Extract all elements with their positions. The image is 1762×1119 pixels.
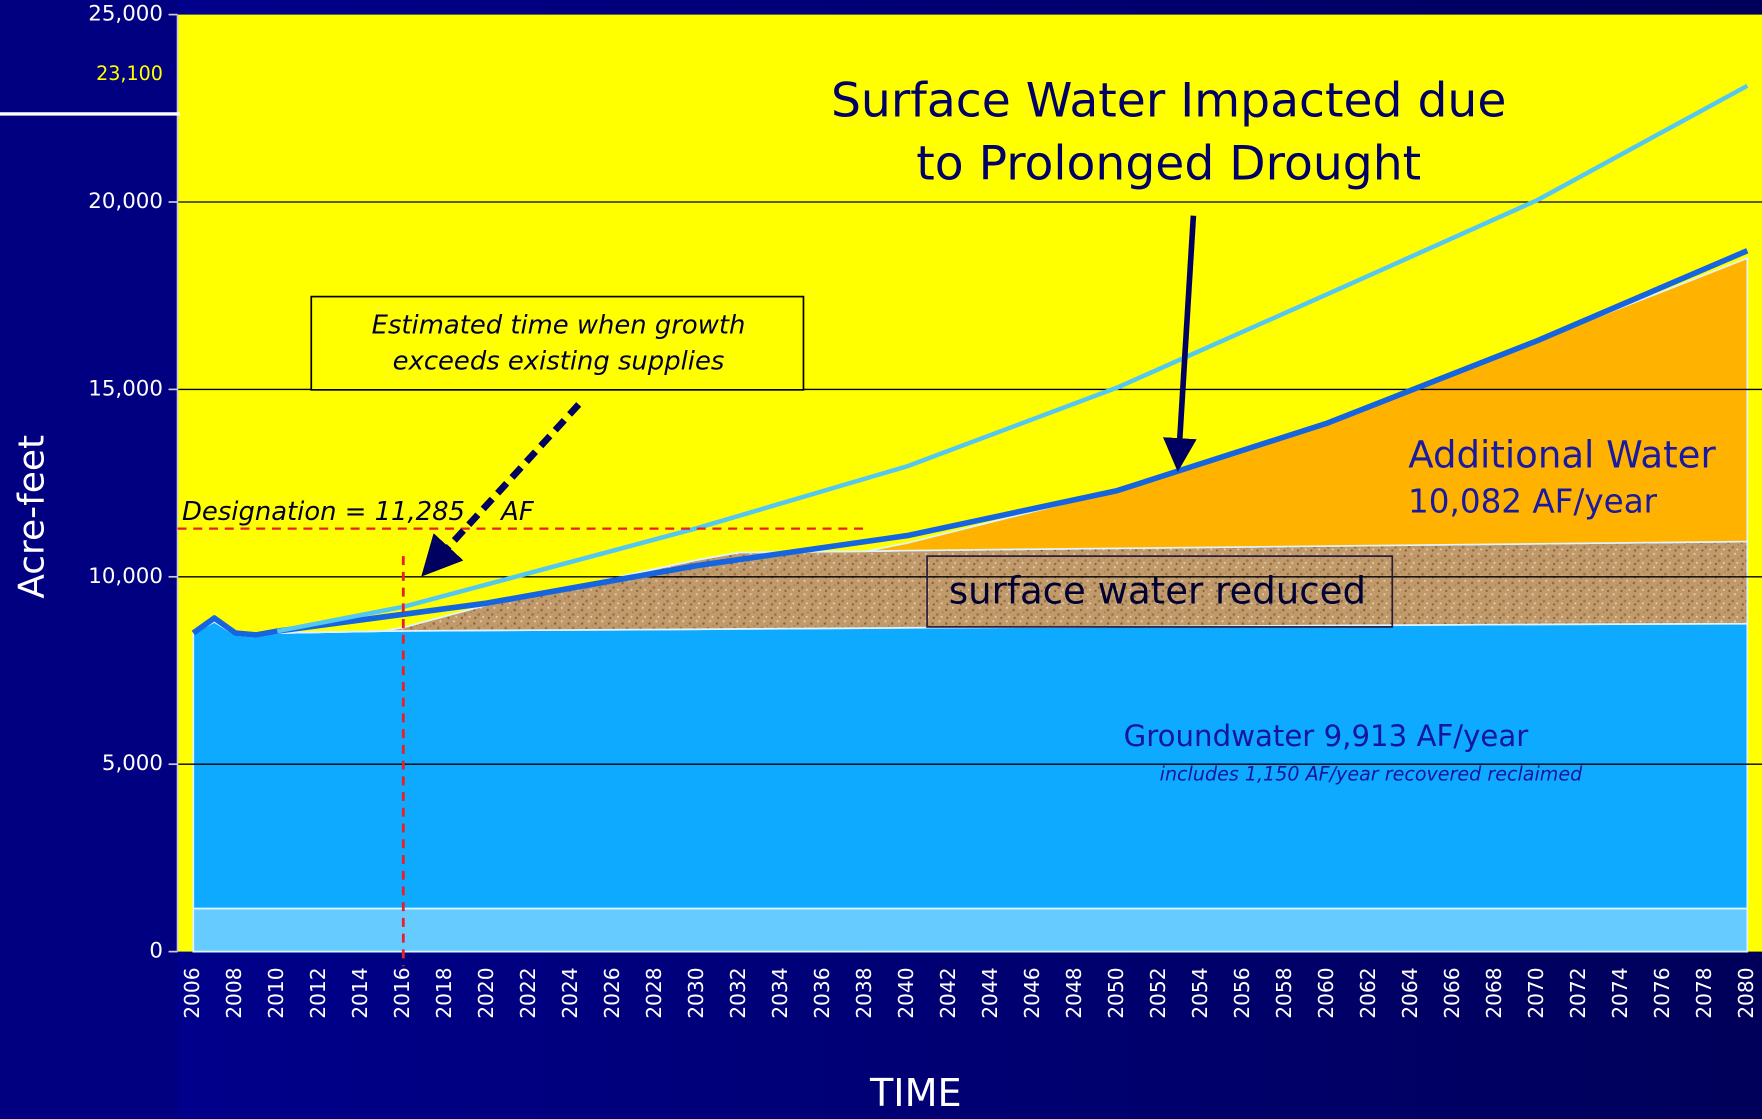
note: Estimated time when growth	[372, 310, 746, 340]
x-tick-label: 2016	[390, 967, 414, 1018]
x-tick-label: 2072	[1566, 967, 1590, 1018]
x-tick-label: 2018	[432, 967, 456, 1018]
note-box	[310, 295, 805, 391]
x-tick-label: 2006	[180, 967, 204, 1018]
x-tick-label: 2078	[1692, 967, 1716, 1018]
x-tick-label: 2034	[768, 967, 792, 1018]
x-tick-label: 2022	[516, 967, 540, 1018]
x-tick-label: 2076	[1650, 967, 1674, 1018]
x-tick-label: 2036	[810, 967, 834, 1018]
x-tick-label: 2046	[1020, 967, 1044, 1018]
note: exceeds existing supplies	[393, 346, 725, 376]
x-tick-label: 2050	[1104, 967, 1128, 1018]
y-marker-label: 23,100	[96, 62, 163, 85]
surface-label: surface water reduced	[949, 570, 1366, 613]
x-tick-label: 2012	[306, 967, 330, 1018]
demand-line	[191, 248, 1749, 638]
additional-amount: 10,082 AF/year	[1408, 482, 1658, 520]
x-tick-label: 2052	[1146, 967, 1170, 1018]
x-tick-label: 2028	[642, 967, 666, 1018]
y-tick-label: 10,000	[88, 564, 163, 589]
x-tick-label: 2010	[264, 967, 288, 1018]
title: Surface Water Impacted due	[831, 73, 1506, 128]
y-tick-label: 25,000	[88, 2, 163, 27]
x-tick-label: 2042	[936, 967, 960, 1018]
y-tick-label: 20,000	[88, 189, 163, 214]
x-tick-label: 2054	[1188, 967, 1212, 1018]
x-tick-label: 2064	[1398, 967, 1422, 1018]
x-tick-label: 2032	[726, 967, 750, 1018]
x-tick-label: 2040	[894, 967, 918, 1018]
y-tick-label: 15,000	[88, 376, 163, 401]
demand-line	[276, 83, 1749, 634]
designation-label: Designation = 11,285	[182, 497, 465, 527]
x-tick-label: 2048	[1062, 967, 1086, 1018]
y-tick-label: 5,000	[102, 751, 163, 776]
drought-arrow	[1162, 215, 1197, 472]
x-tick-label: 2058	[1272, 967, 1296, 1018]
x-tick-label: 2038	[852, 967, 876, 1018]
y-tick-label: 0	[149, 939, 163, 964]
x-tick-label: 2062	[1356, 967, 1380, 1018]
additional-label: Additional Water	[1408, 434, 1716, 477]
x-axis-label: TIME	[869, 1072, 962, 1116]
x-tick-label: 2080	[1734, 967, 1758, 1018]
x-tick-label: 2070	[1524, 967, 1548, 1018]
surface-box	[926, 555, 1394, 628]
x-tick-label: 2026	[600, 967, 624, 1018]
designation-unit: AF	[499, 497, 535, 527]
title: to Prolonged Drought	[916, 136, 1421, 191]
x-tick-label: 2008	[222, 967, 246, 1018]
x-tick-label: 2066	[1440, 967, 1464, 1018]
x-tick-label: 2056	[1230, 967, 1254, 1018]
area	[192, 256, 1749, 638]
x-tick-label: 2060	[1314, 967, 1338, 1018]
x-tick-label: 2014	[348, 967, 372, 1018]
x-tick-label: 2024	[558, 967, 582, 1018]
x-tick-label: 2068	[1482, 967, 1506, 1018]
area	[192, 907, 1749, 953]
note-arrow	[421, 402, 582, 577]
x-tick-label: 2030	[684, 967, 708, 1018]
x-tick-label: 2044	[978, 967, 1002, 1018]
x-tick-label: 2074	[1608, 967, 1632, 1018]
x-tick-label: 2020	[474, 967, 498, 1018]
groundwater-note: includes 1,150 AF/year recovered reclaim…	[1160, 763, 1583, 786]
groundwater-label: Groundwater 9,913 AF/year	[1124, 719, 1529, 753]
y-axis-label: Acre-feet	[12, 435, 53, 599]
left-panel	[0, 0, 178, 1119]
